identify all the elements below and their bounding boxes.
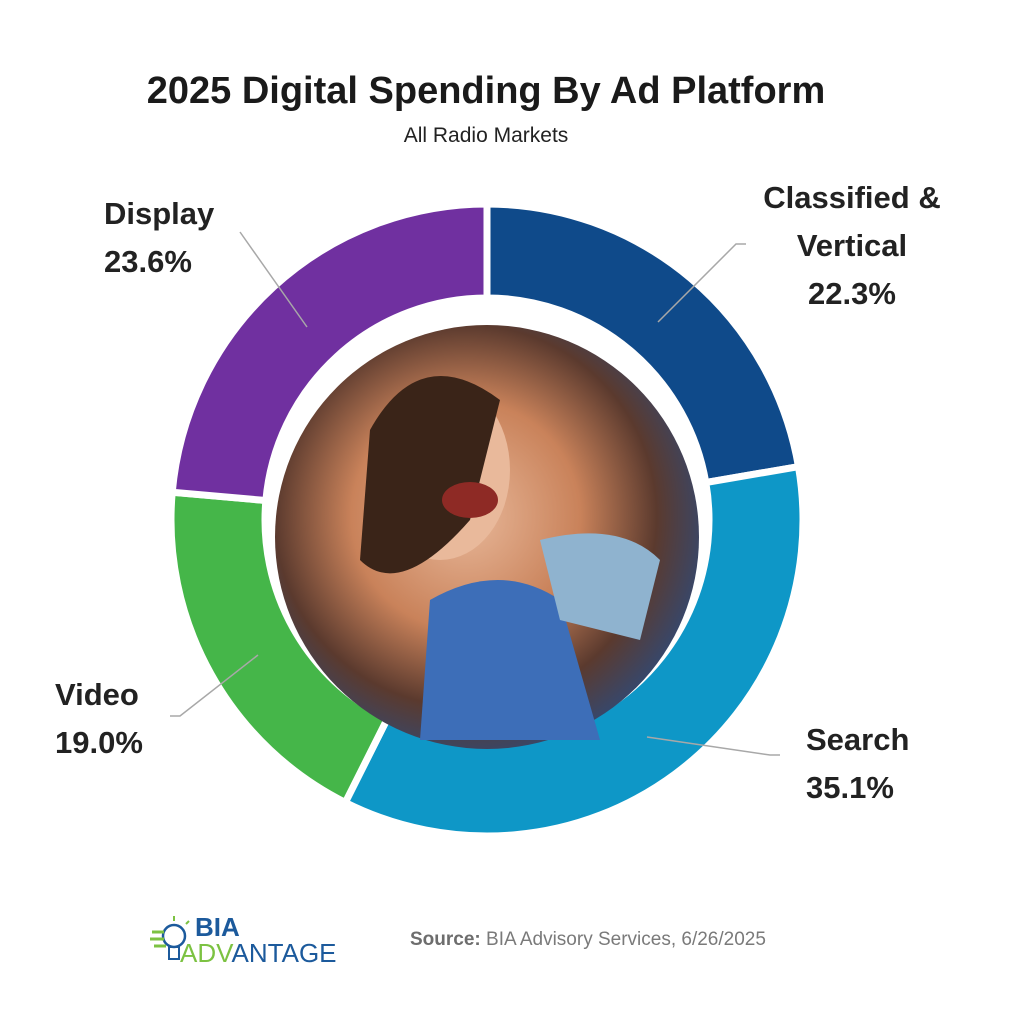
lightbulb-icon — [150, 916, 190, 960]
slice-label: Display — [104, 196, 215, 231]
slice-value: 22.3% — [808, 276, 896, 311]
data-label-display: Display 23.6% — [104, 190, 264, 286]
slice-label: Vertical — [796, 228, 908, 263]
chart-subtitle: All Radio Markets — [403, 124, 569, 147]
data-label-video: Video 19.0% — [55, 671, 195, 767]
data-label-search: Search 35.1% — [806, 716, 946, 812]
slice-value: 35.1% — [806, 770, 894, 805]
leader-line-display — [239, 231, 308, 328]
chart-title: 2025 Digital Spending By Ad Platform — [146, 70, 826, 112]
slice-value: 19.0% — [55, 725, 143, 760]
source-note: Source: BIA Advisory Services, 6/26/2025 — [410, 929, 766, 950]
donut-slice-display — [168, 200, 491, 505]
leader-line-search — [646, 736, 780, 756]
leader-line-video — [170, 654, 259, 717]
slice-label: Video — [55, 677, 139, 712]
bia-advantage-logo: BIA ADVANTAGE — [150, 912, 360, 972]
slice-label: Search — [806, 722, 910, 757]
center-photo — [275, 325, 699, 749]
slice-value: 23.6% — [104, 244, 192, 279]
slice-label: Classified & — [763, 180, 941, 215]
data-label-classified-vertical: Classified & Vertical 22.3% — [752, 174, 952, 318]
leader-line-classified-vertical — [657, 243, 746, 323]
